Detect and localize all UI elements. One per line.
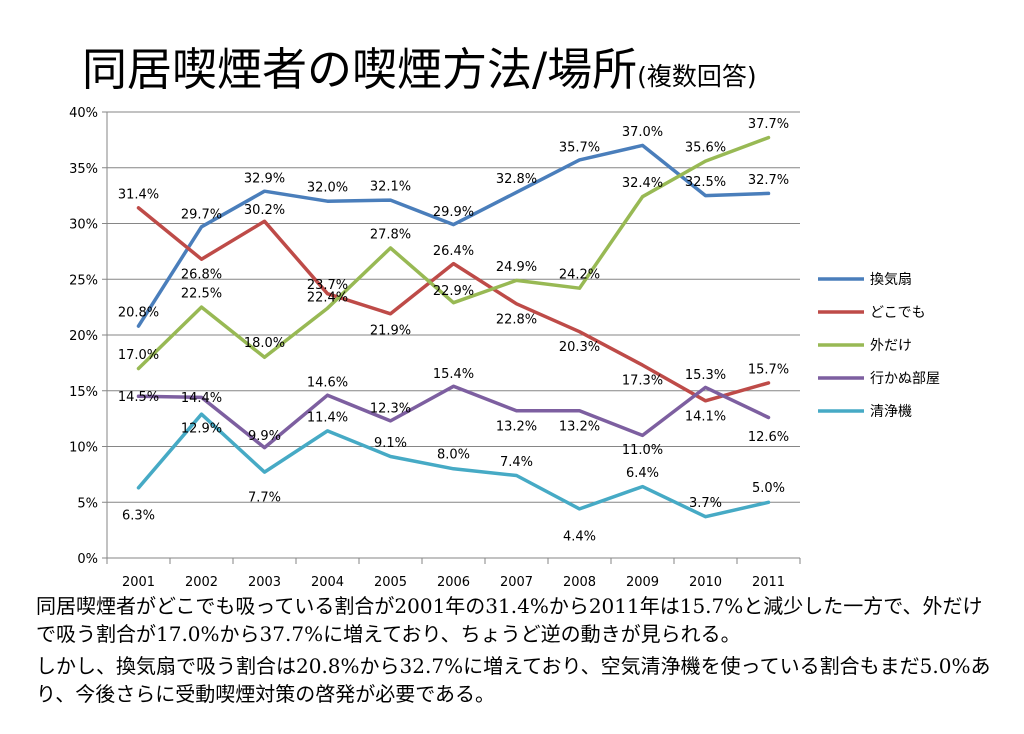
- y-tick-label: 5%: [77, 496, 98, 511]
- data-label: 6.3%: [122, 508, 155, 523]
- chart-series: [136, 135, 771, 519]
- data-label: 22.5%: [181, 287, 222, 302]
- y-tick-label: 35%: [69, 162, 98, 177]
- data-label: 3.7%: [689, 496, 722, 511]
- data-label: 8.0%: [437, 447, 470, 462]
- legend-label: 行かぬ部屋: [870, 371, 940, 387]
- x-tick-label: 2007: [500, 575, 533, 590]
- line-chart: 0% 5% 10% 15% 20% 25% 30% 35% 40% 2001 2002 2003 200…: [69, 106, 940, 590]
- data-label: 24.9%: [496, 260, 537, 275]
- data-label: 27.8%: [370, 228, 411, 243]
- series-line-3: [136, 135, 771, 371]
- data-label: 26.4%: [433, 244, 474, 259]
- y-tick-label: 40%: [69, 106, 98, 121]
- x-tick-label: 2005: [374, 575, 407, 590]
- data-label: 29.9%: [433, 205, 474, 220]
- data-label: 15.4%: [433, 367, 474, 382]
- series-line-4: [136, 384, 771, 450]
- y-tick-label: 10%: [69, 441, 98, 456]
- data-label: 32.8%: [496, 172, 537, 187]
- data-label: 20.3%: [559, 340, 600, 355]
- y-tick-label: 15%: [69, 385, 98, 400]
- x-tick-label: 2003: [248, 575, 281, 590]
- data-label: 32.5%: [685, 175, 726, 190]
- data-label: 14.1%: [685, 409, 726, 424]
- data-label: 23.7%: [307, 278, 348, 293]
- series-line-5: [136, 412, 771, 519]
- data-label: 9.9%: [248, 429, 281, 444]
- data-label: 24.2%: [559, 268, 600, 283]
- data-label: 32.9%: [244, 172, 285, 187]
- chart-data-labels: 20.8% 29.7% 32.9% 32.0% 32.1% 29.9% 32.8% 35.7%…: [118, 117, 789, 544]
- legend-label: どこでも: [870, 305, 926, 321]
- data-label: 13.2%: [559, 419, 600, 434]
- data-label: 21.9%: [370, 323, 411, 338]
- data-label: 4.4%: [563, 529, 596, 544]
- legend-label: 換気扇: [870, 272, 912, 288]
- y-tick-label: 25%: [69, 273, 98, 288]
- chart-axes: 0% 5% 10% 15% 20% 25% 30% 35% 40% 2001 2002 2003 200…: [69, 106, 801, 590]
- data-label: 37.0%: [622, 125, 663, 140]
- data-label: 32.7%: [748, 173, 789, 188]
- data-label: 17.0%: [118, 348, 159, 363]
- y-tick-label: 30%: [69, 218, 98, 233]
- x-tick-label: 2002: [185, 575, 218, 590]
- data-label: 14.5%: [118, 390, 159, 405]
- data-label: 35.6%: [685, 141, 726, 156]
- data-label: 7.7%: [248, 491, 281, 506]
- data-label: 30.2%: [244, 203, 285, 218]
- data-label: 29.7%: [181, 207, 222, 222]
- data-label: 7.4%: [500, 455, 533, 470]
- data-label: 22.8%: [496, 312, 537, 327]
- data-label: 37.7%: [748, 117, 789, 132]
- data-label: 17.3%: [622, 374, 663, 389]
- data-label: 22.9%: [433, 284, 474, 299]
- data-label: 6.4%: [626, 466, 659, 481]
- x-tick-label: 2008: [563, 575, 596, 590]
- x-tick-label: 2011: [752, 575, 785, 590]
- data-label: 14.6%: [307, 376, 348, 391]
- x-tick-label: 2004: [311, 575, 344, 590]
- page-title: 同居喫煙者の喫煙方法/場所(複数回答): [82, 40, 757, 107]
- data-label: 12.9%: [181, 422, 222, 437]
- data-label: 32.1%: [370, 180, 411, 195]
- x-tick-label: 2001: [122, 575, 155, 590]
- data-label: 11.4%: [307, 410, 348, 425]
- data-label: 15.7%: [748, 362, 789, 377]
- y-tick-label: 0%: [77, 552, 98, 567]
- series-line-1: [136, 143, 771, 328]
- legend-label: 外だけ: [870, 338, 912, 354]
- data-label: 20.8%: [118, 306, 159, 321]
- data-label: 18.0%: [244, 336, 285, 351]
- data-label: 12.6%: [748, 430, 789, 445]
- data-label: 13.2%: [496, 419, 537, 434]
- data-label: 22.4%: [307, 291, 348, 306]
- caption-paragraph-1: 同居喫煙者がどこでも吸っている割合が2001年の31.4%から2011年は15.…: [36, 594, 983, 646]
- x-tick-label: 2006: [437, 575, 470, 590]
- x-tick-label: 2009: [626, 575, 659, 590]
- data-label: 31.4%: [118, 187, 159, 202]
- data-label: 32.4%: [622, 176, 663, 191]
- data-label: 5.0%: [752, 481, 785, 496]
- title-sub: (複数回答): [637, 62, 757, 91]
- data-label: 9.1%: [374, 436, 407, 451]
- y-tick-label: 20%: [69, 329, 98, 344]
- data-label: 15.3%: [685, 368, 726, 383]
- data-label: 14.4%: [181, 391, 222, 406]
- data-label: 11.0%: [622, 443, 663, 458]
- x-tick-label: 2010: [689, 575, 722, 590]
- data-label: 35.7%: [559, 140, 600, 155]
- data-label: 12.3%: [370, 401, 411, 416]
- data-label: 32.0%: [307, 181, 348, 196]
- data-label: 26.8%: [181, 268, 222, 283]
- caption: 同居喫煙者がどこでも吸っている割合が2001年の31.4%から2011年は15.…: [36, 592, 996, 712]
- legend-label: 清浄機: [870, 404, 912, 420]
- title-main: 同居喫煙者の喫煙方法/場所: [82, 43, 638, 96]
- series-line-2: [136, 206, 771, 403]
- caption-paragraph-2: しかし、換気扇で吸う割合は20.8%から32.7%に増えており、空気清浄機を使っ…: [36, 654, 991, 706]
